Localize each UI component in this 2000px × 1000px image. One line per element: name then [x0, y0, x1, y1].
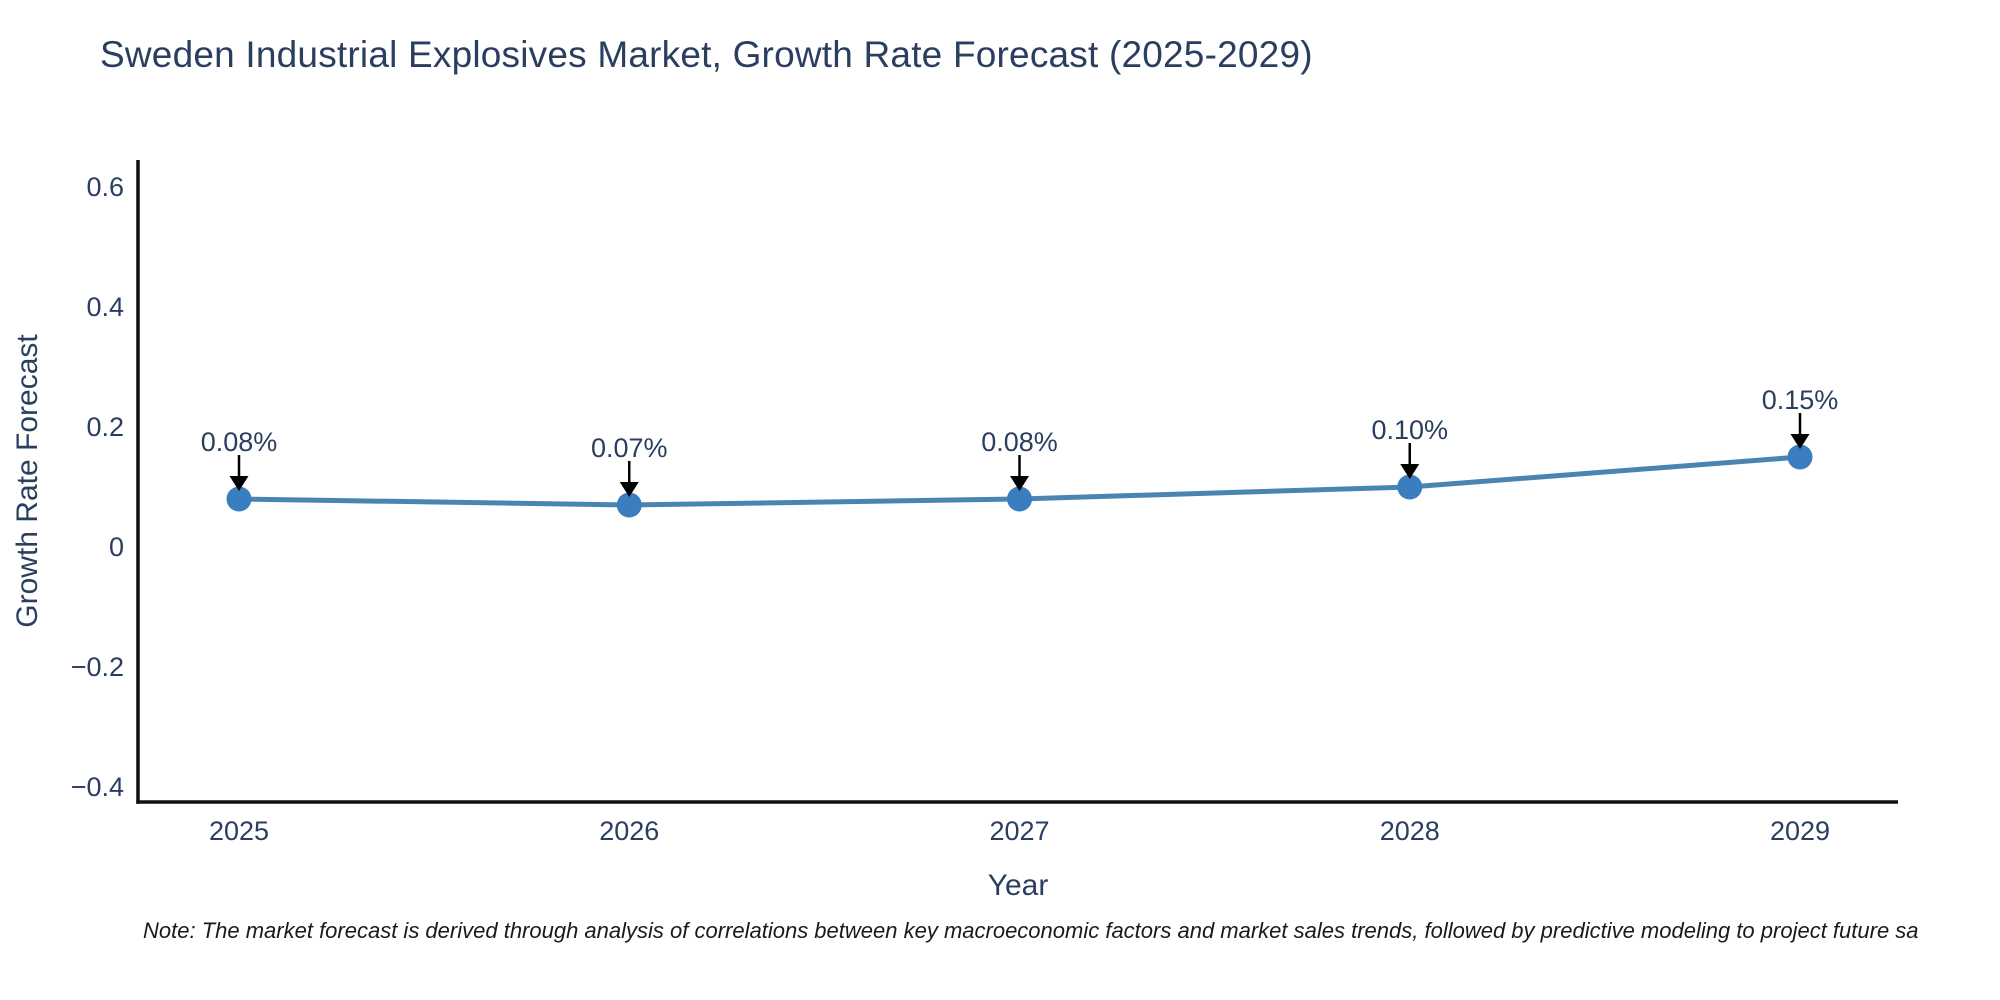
- annotation-label: 0.10%: [1371, 415, 1448, 445]
- annotation-label: 0.08%: [201, 427, 278, 457]
- annotation-arrow-head: [619, 482, 639, 497]
- annotation-label: 0.15%: [1762, 385, 1839, 415]
- chart-title: Sweden Industrial Explosives Market, Gro…: [100, 34, 1313, 75]
- footnote: Note: The market forecast is derived thr…: [143, 918, 1919, 943]
- y-tick-label: 0: [109, 532, 124, 562]
- y-tick-label: −0.2: [71, 652, 124, 682]
- data-point: [1787, 444, 1813, 470]
- data-point: [616, 492, 642, 518]
- x-tick-label: 2029: [1770, 816, 1830, 846]
- data-point: [1397, 474, 1423, 500]
- annotation-label: 0.08%: [981, 427, 1058, 457]
- annotation-arrow-head: [1790, 434, 1810, 449]
- x-tick-label: 2025: [209, 816, 269, 846]
- annotation-arrow-head: [229, 476, 249, 491]
- annotation-arrow-head: [1400, 464, 1420, 479]
- x-tick-label: 2026: [599, 816, 659, 846]
- annotation-label: 0.07%: [591, 433, 668, 463]
- data-point: [1007, 486, 1032, 512]
- y-tick-label: 0.2: [86, 412, 124, 442]
- data-point: [226, 486, 252, 512]
- x-tick-label: 2028: [1380, 816, 1440, 846]
- x-axis-title: Year: [987, 869, 1049, 902]
- y-tick-label: −0.4: [71, 772, 124, 802]
- annotation-arrow-head: [1010, 476, 1029, 491]
- x-tick-label: 2027: [989, 816, 1049, 846]
- y-tick-label: 0.4: [86, 292, 124, 322]
- y-tick-label: 0.6: [86, 172, 124, 202]
